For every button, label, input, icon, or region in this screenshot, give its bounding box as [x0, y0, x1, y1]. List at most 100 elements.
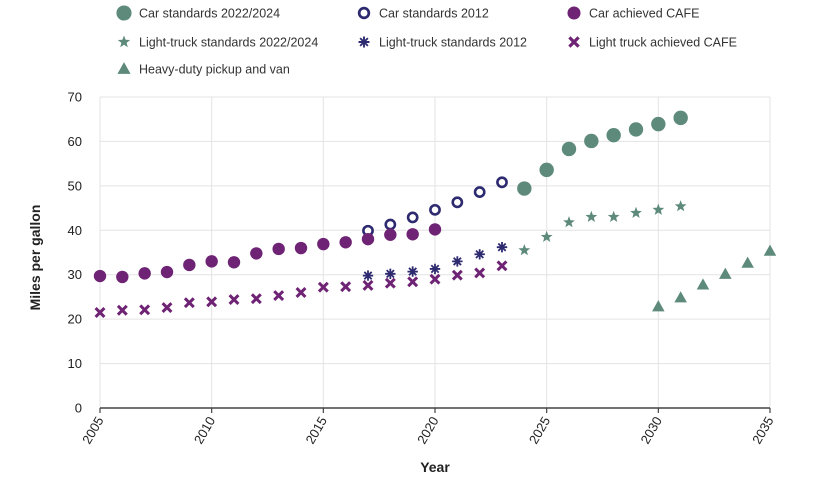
- data-point-light-truck-standards-2012: [385, 268, 396, 280]
- y-tick-label: 60: [68, 134, 82, 149]
- data-point-car-standards-2022-2024: [561, 141, 577, 157]
- data-point-car-achieved-cafe: [294, 241, 308, 255]
- data-point-light-truck-achieved-cafe: [139, 304, 151, 316]
- data-point-car-achieved-cafe: [339, 236, 352, 249]
- data-point-light-truck-achieved-cafe: [295, 287, 307, 298]
- y-tick-label: 50: [68, 178, 82, 193]
- data-point-light-truck-achieved-cafe: [183, 297, 195, 309]
- data-point-car-standards-2022-2024: [628, 122, 644, 137]
- data-point-light-truck-achieved-cafe: [340, 281, 352, 293]
- data-point-light-truck-achieved-cafe: [317, 281, 329, 293]
- x-tick-label: 2015: [302, 414, 329, 447]
- data-point-light-truck-standards-2022-2024: [674, 200, 687, 212]
- data-point-car-achieved-cafe: [361, 232, 375, 246]
- legend-marker: [357, 6, 371, 20]
- data-point-heavy-duty-pickup-and-van: [696, 278, 710, 290]
- data-point-light-truck-achieved-cafe: [451, 269, 463, 281]
- data-point-car-achieved-cafe: [250, 247, 263, 260]
- legend-item: Car standards 2012: [357, 6, 489, 21]
- y-tick-label: 70: [68, 90, 82, 105]
- data-point-light-truck-achieved-cafe: [206, 296, 218, 308]
- x-axis-title: Year: [420, 459, 450, 475]
- legend-label: Light truck achieved CAFE: [589, 36, 737, 50]
- data-point-car-standards-2022-2024: [584, 133, 599, 149]
- data-point-light-truck-achieved-cafe: [116, 304, 128, 316]
- data-point-car-achieved-cafe: [183, 258, 196, 272]
- legend-marker: [117, 35, 131, 48]
- data-point-car-standards-2012: [451, 196, 464, 209]
- data-point-light-truck-standards-2022-2024: [518, 244, 531, 256]
- data-point-light-truck-standards-2012: [474, 249, 485, 260]
- data-point-light-truck-standards-2012: [452, 256, 463, 267]
- legend-marker: [116, 5, 132, 21]
- data-point-car-achieved-cafe: [116, 270, 129, 284]
- data-point-light-truck-achieved-cafe: [161, 302, 173, 314]
- data-point-heavy-duty-pickup-and-van: [674, 291, 687, 303]
- data-point-car-achieved-cafe: [138, 267, 151, 280]
- data-point-light-truck-achieved-cafe: [228, 294, 240, 306]
- data-points: [93, 110, 777, 318]
- series-car-standards-2012: [362, 176, 508, 237]
- series-heavy-duty-pickup-and-van: [652, 244, 777, 312]
- data-point-light-truck-standards-2022-2024: [585, 210, 598, 222]
- data-point-car-standards-2012: [429, 203, 441, 216]
- legend: Car standards 2022/2024 Car standards 201…: [116, 5, 737, 77]
- y-tick-label: 20: [68, 312, 82, 327]
- x-tick-label: 2035: [749, 414, 776, 447]
- data-point-light-truck-standards-2022-2024: [630, 206, 642, 218]
- series-light-truck-achieved-cafe: [94, 260, 508, 318]
- legend-label: Car standards 2022/2024: [139, 7, 280, 21]
- legend-label: Light-truck standards 2022/2024: [139, 36, 318, 50]
- data-point-light-truck-standards-2012: [496, 241, 508, 253]
- legend-label: Light-truck standards 2012: [379, 36, 527, 50]
- data-point-light-truck-standards-2012: [362, 270, 374, 281]
- series-light-truck-standards-2022-2024: [518, 200, 687, 256]
- legend-item: Light-truck standards 2012: [358, 36, 527, 50]
- data-point-car-standards-2012: [406, 211, 419, 224]
- x-tick-label: 2025: [526, 414, 553, 447]
- legend-label: Car achieved CAFE: [589, 7, 699, 21]
- data-point-car-achieved-cafe: [205, 255, 218, 268]
- x-tick-label: 2020: [414, 414, 441, 447]
- y-tick-label: 40: [68, 223, 82, 238]
- data-point-light-truck-achieved-cafe: [474, 267, 486, 279]
- data-point-car-achieved-cafe: [406, 228, 419, 241]
- data-point-car-standards-2012: [473, 186, 486, 198]
- y-tick-label: 10: [68, 356, 82, 371]
- data-point-light-truck-standards-2012: [407, 266, 418, 277]
- data-point-light-truck-standards-2022-2024: [563, 216, 575, 228]
- legend-item: Car standards 2022/2024: [116, 5, 280, 21]
- legend-label: Car standards 2012: [379, 7, 489, 21]
- data-point-heavy-duty-pickup-and-van: [763, 244, 777, 256]
- x-tick-label: 2005: [79, 414, 106, 447]
- x-tick-label: 2030: [637, 414, 664, 447]
- data-point-car-achieved-cafe: [317, 237, 330, 251]
- gridlines: [99, 96, 771, 408]
- data-point-heavy-duty-pickup-and-van: [652, 300, 665, 312]
- legend-item: Car achieved CAFE: [567, 6, 699, 21]
- data-point-light-truck-achieved-cafe: [362, 279, 374, 291]
- data-point-light-truck-achieved-cafe: [273, 290, 285, 302]
- data-point-car-achieved-cafe: [227, 256, 241, 269]
- y-axis-title: Miles per gallon: [27, 205, 43, 311]
- data-point-car-achieved-cafe: [160, 265, 174, 279]
- legend-marker: [117, 62, 131, 74]
- data-point-car-standards-2022-2024: [539, 162, 554, 178]
- data-point-car-achieved-cafe: [93, 269, 107, 283]
- data-point-car-achieved-cafe: [428, 223, 442, 236]
- legend-item: Light truck achieved CAFE: [568, 36, 737, 50]
- data-point-car-standards-2022-2024: [673, 110, 688, 126]
- series-car-standards-2022-2024: [517, 110, 688, 196]
- data-point-car-achieved-cafe: [272, 242, 285, 256]
- data-point-light-truck-standards-2012: [429, 263, 441, 275]
- data-point-light-truck-achieved-cafe: [250, 293, 262, 305]
- data-point-light-truck-standards-2022-2024: [652, 203, 665, 215]
- legend-marker: [358, 36, 370, 48]
- data-point-light-truck-achieved-cafe: [496, 260, 508, 272]
- legend-item: Heavy-duty pickup and van: [117, 62, 290, 77]
- legend-marker: [567, 6, 581, 20]
- series-light-truck-standards-2012: [362, 241, 508, 281]
- data-point-car-standards-2022-2024: [606, 128, 621, 143]
